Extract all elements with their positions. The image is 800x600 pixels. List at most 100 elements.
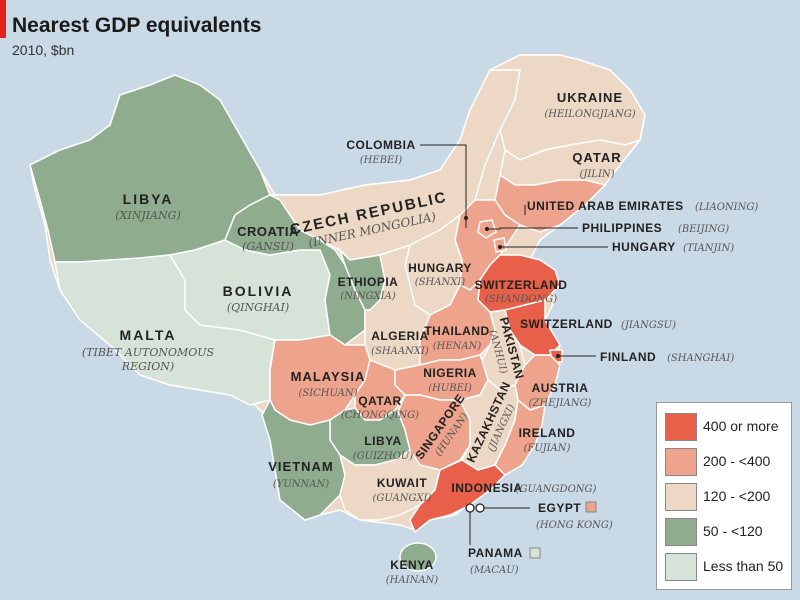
label-fujian: IRELAND (FUJIAN) (519, 426, 576, 454)
province-label: (FUJIAN) (524, 443, 571, 454)
label-chongqing: QATAR (CHONGQING) (341, 394, 419, 421)
leader-beijing-dot (485, 227, 489, 231)
label-qinghai: BOLIVIA (QINGHAI) (223, 283, 292, 314)
country-label: THAILAND (424, 324, 489, 338)
label-jilin: QATAR (JILIN) (572, 150, 621, 180)
country-label: IRELAND (519, 426, 576, 440)
region-hainan (399, 542, 437, 572)
callout-jiangsu: SWITZERLAND (JIANGSU) (520, 317, 676, 331)
province-label: (HEBEI) (360, 155, 403, 166)
callout-shanghai: FINLAND (SHANGHAI) (600, 350, 734, 364)
callout-hainan: KENYA (HAINAN) (386, 558, 439, 586)
label-shandong: SWITZERLAND (SHANDONG) (475, 278, 568, 305)
label-tibet: MALTA (TIBET AUTONOMOUS REGION) (82, 327, 215, 373)
province-label: (HEILONGJIANG) (544, 109, 635, 120)
callout-beijing: PHILIPPINES (BEIJING) (582, 221, 729, 235)
province-label: (JILIN) (579, 169, 614, 180)
country-label: QATAR (358, 394, 401, 408)
legend-label: 200 - <400 (703, 453, 771, 469)
country-label: SWITZERLAND (520, 317, 613, 331)
country-label: UKRAINE (557, 90, 623, 105)
legend-swatch (665, 518, 697, 546)
province-label: (HONG KONG) (536, 520, 613, 531)
province-label: (YUNNAN) (273, 479, 329, 490)
leader-hebei-dot (464, 216, 468, 220)
region-fujian (494, 398, 546, 476)
legend-item: Less than 50 (665, 553, 785, 583)
leader-hebei (420, 144, 467, 228)
country-label: QATAR (572, 150, 621, 165)
country-label: PHILIPPINES (582, 221, 662, 235)
brand-bar (0, 0, 6, 38)
province-label: (QINGHAI) (227, 301, 289, 314)
label-heilongjiang: UKRAINE (HEILONGJIANG) (544, 90, 635, 120)
callout-liaoning: UNITED ARAB EMIRATES (LIAONING) (527, 199, 758, 213)
label-guizhou: LIBYA (GUIZHOU) (353, 434, 414, 462)
legend-item: 200 - <400 (665, 448, 785, 478)
legend-label: Less than 50 (703, 558, 784, 574)
country-label: CROATIA (237, 224, 299, 239)
province-label: (GUIZHOU) (353, 451, 414, 462)
province-label: (GUANGDONG) (516, 484, 597, 495)
province-label: (NINGXIA) (340, 291, 396, 302)
province-label: (TIANJIN) (683, 243, 734, 254)
country-label: AUSTRIA (532, 381, 589, 395)
province-label: REGION) (121, 360, 174, 373)
country-label: ETHIOPIA (338, 275, 399, 289)
province-label: (GANSU) (242, 240, 294, 253)
province-label: (SHANDONG) (485, 294, 557, 305)
country-label: KUWAIT (377, 476, 427, 490)
province-label: (SICHUAN) (298, 388, 357, 399)
callout-hebei: COLOMBIA (HEBEI) (346, 138, 415, 166)
country-label: FINLAND (600, 350, 656, 364)
callout-tianjin: HUNGARY (TIANJIN) (612, 240, 734, 254)
legend-swatch (665, 483, 697, 511)
leader-tianjin-dot (498, 245, 502, 249)
legend-label: 50 - <120 (703, 523, 763, 539)
country-label: ALGERIA (371, 329, 429, 343)
legend-swatch (665, 448, 697, 476)
province-label: (HAINAN) (386, 575, 439, 586)
legend-item: 50 - <120 (665, 518, 785, 548)
province-label: (CHONGQING) (341, 410, 419, 421)
label-henan: THAILAND (HENAN) (424, 324, 489, 352)
country-label: PANAMA (468, 546, 523, 560)
country-label: MALTA (120, 327, 177, 343)
province-label: (HENAN) (433, 341, 482, 352)
country-label: SWITZERLAND (475, 278, 568, 292)
province-label: (MACAU) (470, 565, 519, 576)
country-label: INDONESIA (451, 481, 522, 495)
label-guangxi: KUWAIT (GUANGXI) (373, 476, 432, 504)
legend-item: 400 or more (665, 413, 785, 443)
province-label: (TIBET AUTONOMOUS (82, 346, 215, 359)
leader-beijing (487, 227, 578, 230)
province-label: (BEIJING) (678, 224, 729, 235)
country-label: LIBYA (123, 191, 174, 207)
label-hubei: NIGERIA (HUBEI) (423, 366, 477, 394)
country-label: HUNGARY (612, 240, 676, 254)
legend-swatch (665, 413, 697, 441)
country-label: NIGERIA (423, 366, 477, 380)
label-gansu: CROATIA (GANSU) (237, 224, 299, 253)
legend-item: 120 - <200 (665, 483, 785, 513)
macau-marker (465, 503, 475, 513)
country-label: COLOMBIA (346, 138, 415, 152)
country-label: HUNGARY (408, 261, 472, 275)
region-guangdong (409, 459, 507, 534)
legend-label: 120 - <200 (703, 488, 771, 504)
province-label: (LIAONING) (695, 202, 758, 213)
province-label: (SHANXI) (415, 277, 466, 288)
label-guangdong: INDONESIA (GUANGDONG) (451, 481, 596, 495)
province-label: (SHANGHAI) (667, 353, 734, 364)
country-label: UNITED ARAB EMIRATES (527, 199, 684, 213)
country-label: MALAYSIA (291, 369, 366, 384)
label-zhejiang: AUSTRIA (ZHEJIANG) (529, 381, 592, 409)
province-label: (SHAANXI) (371, 346, 429, 357)
country-label: VIETNAM (268, 459, 334, 474)
province-label: (JIANGSU) (621, 320, 676, 331)
label-sichuan: MALAYSIA (SICHUAN) (291, 369, 366, 399)
country-label: EGYPT (538, 501, 581, 515)
province-label: (GUANGXI) (373, 493, 432, 504)
legend-swatch (665, 553, 697, 581)
